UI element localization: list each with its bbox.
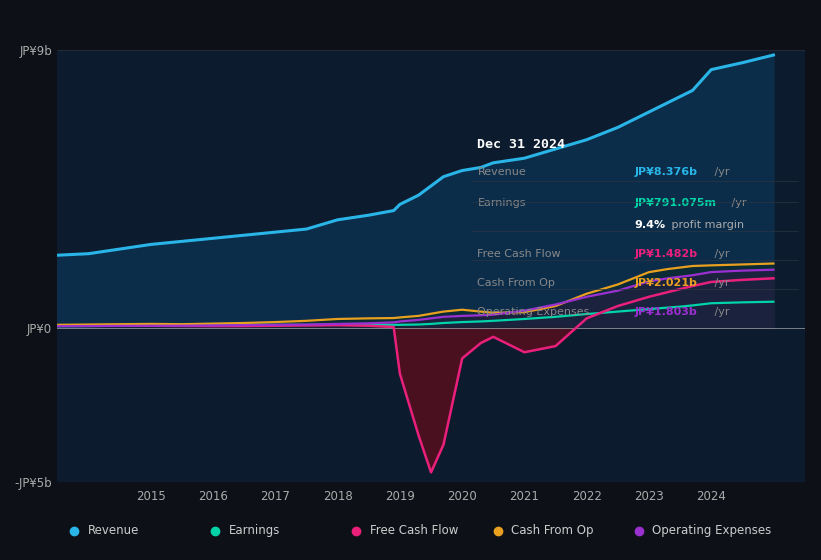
Text: /yr: /yr: [728, 198, 746, 208]
Text: Earnings: Earnings: [229, 524, 280, 537]
Text: JP¥8.376b: JP¥8.376b: [635, 167, 697, 178]
Text: JP¥1.482b: JP¥1.482b: [635, 249, 697, 259]
Text: Free Cash Flow: Free Cash Flow: [478, 249, 561, 259]
Text: /yr: /yr: [711, 249, 729, 259]
Text: JP¥1.803b: JP¥1.803b: [635, 306, 697, 316]
Text: /yr: /yr: [711, 167, 729, 178]
Text: JP¥2.021b: JP¥2.021b: [635, 278, 697, 288]
Text: /yr: /yr: [711, 278, 729, 288]
Text: Cash From Op: Cash From Op: [478, 278, 555, 288]
Text: JP¥791.075m: JP¥791.075m: [635, 198, 716, 208]
Text: Free Cash Flow: Free Cash Flow: [370, 524, 458, 537]
Text: Operating Expenses: Operating Expenses: [478, 306, 589, 316]
Text: Revenue: Revenue: [478, 167, 526, 178]
Text: Cash From Op: Cash From Op: [511, 524, 594, 537]
Text: Dec 31 2024: Dec 31 2024: [478, 138, 566, 151]
Text: Revenue: Revenue: [88, 524, 139, 537]
Text: Earnings: Earnings: [478, 198, 526, 208]
Text: 9.4%: 9.4%: [635, 220, 665, 230]
Text: Operating Expenses: Operating Expenses: [653, 524, 772, 537]
Text: /yr: /yr: [711, 306, 729, 316]
Text: profit margin: profit margin: [668, 220, 745, 230]
